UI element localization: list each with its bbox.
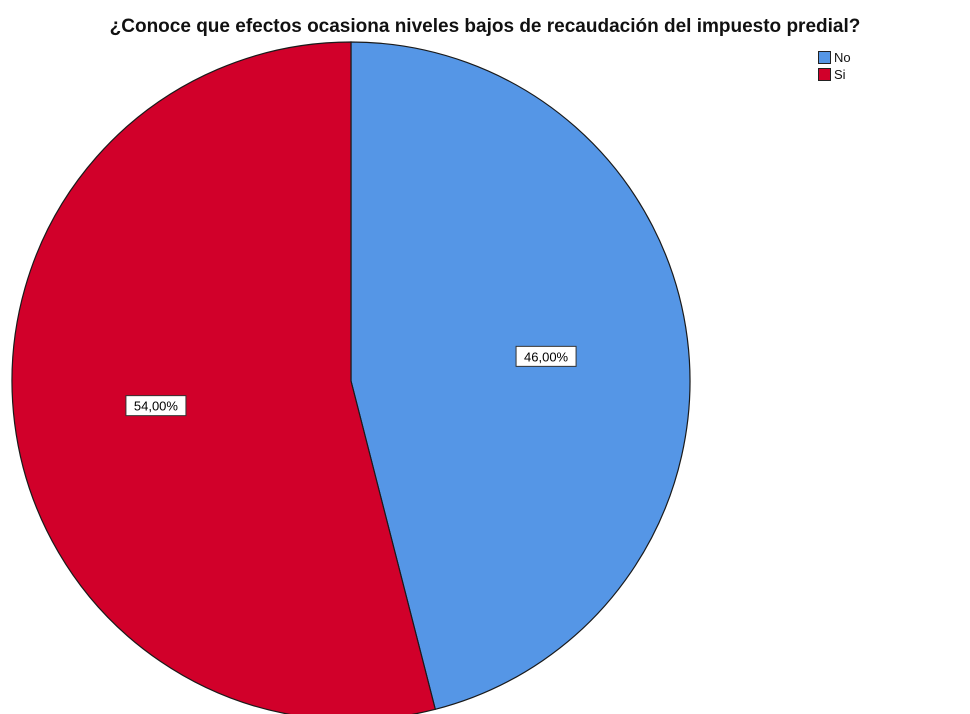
data-label-text: 46,00% xyxy=(524,349,569,364)
pie-slices xyxy=(11,41,691,714)
pie-slice-si xyxy=(11,41,437,714)
data-label-box xyxy=(515,345,577,367)
legend-label-no: No xyxy=(834,49,851,65)
legend-item-si: Si xyxy=(818,66,851,83)
pie-data-labels: 46,00% 54,00% xyxy=(125,345,577,417)
data-label-si: 54,00% xyxy=(125,395,187,417)
data-label-text: 54,00% xyxy=(134,399,179,414)
legend-item-no: No xyxy=(818,49,851,66)
legend-swatch-no xyxy=(818,51,831,64)
legend-label-si: Si xyxy=(834,66,846,82)
pie-slice-no xyxy=(350,41,691,711)
chart-title: ¿Conoce que efectos ocasiona niveles baj… xyxy=(109,16,861,37)
data-label-box xyxy=(125,395,187,417)
data-label-no: 46,00% xyxy=(515,345,577,367)
legend-swatch-si xyxy=(818,68,831,81)
legend: No Si xyxy=(818,49,851,83)
